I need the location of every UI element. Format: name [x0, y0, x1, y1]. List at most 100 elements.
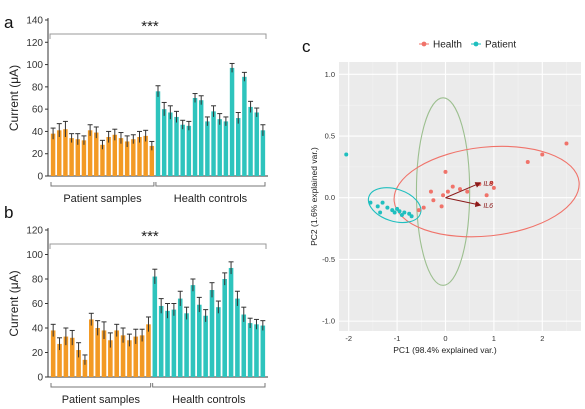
bar [168, 112, 173, 176]
bar [108, 340, 113, 377]
bar [57, 343, 62, 377]
bar [203, 315, 208, 377]
legend-label: Health [433, 40, 462, 51]
health-point [443, 169, 448, 174]
bar [57, 130, 62, 176]
health-point [416, 208, 421, 213]
bar [146, 324, 151, 377]
health-point [458, 187, 462, 192]
health-point [540, 152, 545, 157]
bar [197, 304, 202, 377]
bar-chart-a: 0 20 40 60 80 100 120 140 Current (μA) *** Patient… [7, 16, 268, 205]
bar [112, 134, 118, 176]
bar [155, 91, 161, 176]
patient-point [409, 214, 414, 219]
bar [149, 145, 155, 176]
group-bracket [155, 182, 266, 187]
y-axis-label: PC2 (1.6% explained var.) [309, 147, 319, 246]
health-point [491, 185, 496, 190]
bar [209, 290, 215, 377]
legend-key-marker [421, 41, 427, 47]
bar [260, 130, 266, 176]
bar [161, 109, 167, 176]
y-tick-label: 120 [26, 226, 43, 237]
bar [223, 121, 229, 176]
bar [235, 298, 240, 377]
bar [50, 133, 56, 176]
bar [171, 309, 177, 377]
bar [254, 324, 259, 377]
significance-bracket [49, 33, 267, 39]
bar [158, 305, 164, 377]
bar [254, 112, 259, 176]
bar [236, 118, 241, 176]
patient-point [407, 211, 412, 216]
bar [124, 141, 130, 176]
y-tick-label: 80 [32, 82, 44, 93]
y-tick-label: 0 [37, 373, 43, 384]
bar [205, 121, 210, 176]
bar [247, 323, 253, 377]
patient-point [399, 213, 404, 218]
bar-chart-b: 0 20 40 60 80 100 120 Current (μA) *** Patient sa… [7, 226, 268, 406]
bar [89, 319, 94, 377]
bar [106, 137, 111, 176]
y-tick-label: 60 [32, 299, 44, 310]
bar [190, 285, 196, 377]
bar [100, 144, 105, 176]
group-label: Patient samples [62, 394, 141, 406]
confidence-ellipse [415, 97, 471, 286]
patient-point [397, 209, 402, 214]
bar [241, 314, 247, 377]
bar [118, 138, 124, 176]
bar [75, 139, 80, 176]
health-point [421, 205, 426, 210]
patient-point [392, 210, 397, 215]
significance-label: *** [141, 228, 159, 245]
y-tick-label: 120 [26, 38, 43, 49]
bar [217, 119, 222, 176]
legend-label: Patient [485, 40, 516, 51]
health-point [445, 189, 450, 194]
bar [174, 116, 179, 176]
health-point [439, 204, 444, 209]
bar [242, 76, 247, 176]
patient-point [395, 206, 400, 211]
bar [186, 125, 192, 176]
bar [133, 336, 139, 377]
significance-bracket [49, 243, 267, 249]
bar [114, 330, 119, 377]
patient-point [378, 210, 383, 215]
y-tick-label: -1.0 [322, 317, 335, 326]
x-tick-label: 0 [443, 334, 447, 343]
bar [120, 335, 126, 377]
health-point [441, 193, 446, 198]
loading-label: IL8 [483, 181, 493, 188]
y-tick-label: 40 [32, 324, 44, 335]
health-point [465, 189, 470, 194]
pca-biplot-c: -2 -1 0 1 2 -1.0 -0.5 0.0 0.5 1.0 PC1 (98.4% expla… [309, 40, 581, 355]
patient-point [390, 208, 395, 213]
health-point [428, 189, 433, 194]
bar [248, 106, 253, 176]
bar [216, 307, 221, 377]
bar [139, 335, 145, 377]
y-tick-label: 1.0 [325, 70, 335, 79]
loading-label: IL6 [483, 203, 493, 210]
bar [50, 330, 56, 377]
loading-arrow [445, 182, 482, 199]
bar [127, 340, 132, 377]
x-axis-label: PC1 (98.4% explained var.) [393, 345, 497, 355]
bar [198, 100, 204, 176]
group-label: Health controls [174, 193, 248, 205]
bar [82, 359, 88, 377]
patient-point [375, 204, 380, 209]
bar [165, 310, 170, 377]
bar [180, 124, 185, 176]
group-bracket [152, 383, 266, 388]
y-tick-label: 100 [26, 60, 43, 71]
bar [69, 138, 74, 176]
y-tick-label: 100 [26, 250, 43, 261]
y-tick-label: 80 [32, 275, 44, 286]
bar [177, 298, 183, 377]
